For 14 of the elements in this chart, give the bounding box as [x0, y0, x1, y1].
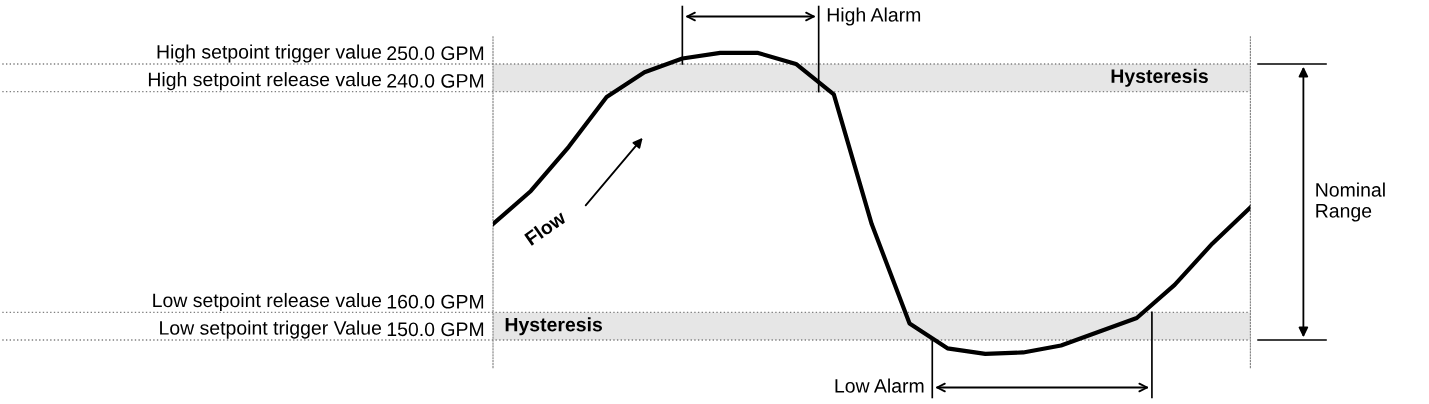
- annotation: Flow: [523, 209, 568, 246]
- ref-line-label: Low setpoint release value: [153, 292, 382, 312]
- band-label: Hysteresis: [505, 317, 602, 336]
- text: High Alarm: [827, 7, 921, 26]
- text: Nominal Range: [1316, 182, 1385, 222]
- y-tick-label: 150.0 GPM: [387, 322, 484, 337]
- text: Low Alarm: [835, 378, 924, 393]
- y-tick-label: 160.0 GPM: [387, 294, 484, 309]
- y-tick-label: 250.0 GPM: [387, 46, 484, 61]
- y-tick-label: 240.0 GPM: [387, 73, 484, 88]
- ref-line-label: High setpoint release value: [148, 72, 382, 91]
- ref-line-label: High setpoint trigger value: [157, 44, 382, 63]
- ref-line-label: Low setpoint trigger Value: [160, 320, 382, 339]
- band-label: Hysteresis: [1111, 68, 1208, 87]
